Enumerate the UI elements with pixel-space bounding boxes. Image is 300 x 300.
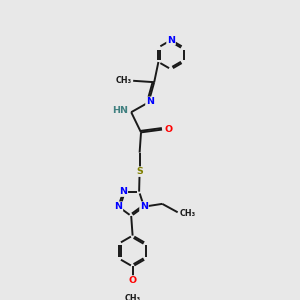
Text: HN: HN xyxy=(112,106,128,115)
Text: O: O xyxy=(128,276,137,285)
Text: N: N xyxy=(114,202,122,211)
Text: S: S xyxy=(136,167,143,176)
Text: O: O xyxy=(165,125,173,134)
Text: N: N xyxy=(146,97,154,106)
Text: N: N xyxy=(167,36,175,45)
Text: CH₃: CH₃ xyxy=(124,294,141,300)
Text: CH₃: CH₃ xyxy=(116,76,132,85)
Text: N: N xyxy=(119,187,127,196)
Text: CH₃: CH₃ xyxy=(180,209,196,218)
Text: N: N xyxy=(140,202,148,211)
